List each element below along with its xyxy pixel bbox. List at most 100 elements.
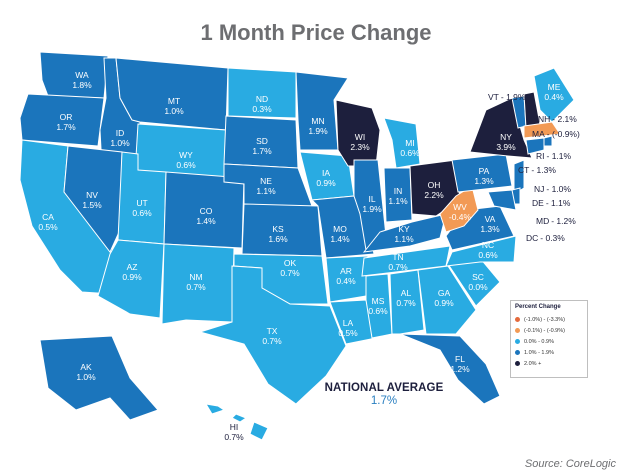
state-value: 1.5% <box>82 200 102 210</box>
state-label-ky: KY 1.1% <box>394 224 413 244</box>
state-value: - 0.3% <box>540 233 565 243</box>
state-value: 0.6% <box>368 306 388 316</box>
state-value: 0.7% <box>224 432 244 442</box>
state-label-nh: NH - 2.1% <box>538 114 577 124</box>
legend-row: 1.0% - 1.9% <box>515 347 583 358</box>
state-ny <box>469 97 533 159</box>
state-tx <box>198 265 347 405</box>
state-label-tn: TN 0.7% <box>388 252 407 272</box>
state-md <box>487 189 517 211</box>
state-abbr: NY <box>500 132 512 142</box>
state-abbr: NV <box>86 190 98 200</box>
state-hi <box>231 413 248 423</box>
state-abbr: CA <box>42 212 54 222</box>
state-abbr: FL <box>455 354 465 364</box>
state-abbr: NE <box>260 176 272 186</box>
state-label-ia: IA 0.9% <box>316 168 335 188</box>
state-abbr: OR <box>59 112 73 122</box>
state-value: 1.4% <box>196 216 216 226</box>
state-value: 0.7% <box>396 298 416 308</box>
state-value: 0.7% <box>262 336 282 346</box>
state-value: 1.1% <box>388 196 408 206</box>
state-abbr: OH <box>427 180 441 190</box>
state-in <box>383 167 413 223</box>
state-label-ut: UT 0.6% <box>132 198 151 218</box>
state-label-wy: WY 0.6% <box>176 150 195 170</box>
state-value: 0.3% <box>252 104 272 114</box>
legend-label: 1.0% - 1.9% <box>524 349 554 356</box>
state-abbr: NC <box>481 240 495 250</box>
state-label-ne: NE 1.1% <box>256 176 275 196</box>
state-label-co: CO 1.4% <box>196 206 215 226</box>
state-abbr: ND <box>255 94 269 104</box>
legend-swatch <box>515 339 520 344</box>
state-abbr: DE <box>532 198 544 208</box>
state-value: 1.6% <box>268 234 288 244</box>
state-label-id: ID 1.0% <box>110 128 129 148</box>
state-abbr: MN <box>311 116 325 126</box>
state-ct <box>525 137 545 155</box>
state-abbr: SC <box>472 272 484 282</box>
state-value: 1.0% <box>164 106 184 116</box>
state-value: 1.4% <box>330 234 350 244</box>
state-pa <box>451 153 513 193</box>
state-value: 0.7% <box>186 282 206 292</box>
state-abbr: MT <box>167 96 181 106</box>
state-abbr: WY <box>179 150 193 160</box>
state-label-nc: NC 0.6% <box>478 240 497 260</box>
state-abbr: IN <box>393 186 403 196</box>
legend-label: (-0.1%) - (-0.9%) <box>524 327 565 334</box>
state-value: 0.5% <box>38 222 58 232</box>
state-label-ma: MA - (-0.9%) <box>532 129 580 139</box>
state-abbr: MI <box>405 138 415 148</box>
state-abbr: IA <box>321 168 331 178</box>
state-label-nv: NV 1.5% <box>82 190 101 210</box>
state-value: 0.9% <box>316 178 336 188</box>
state-label-ga: GA 0.9% <box>434 288 453 308</box>
state-label-nj: NJ - 1.0% <box>534 184 571 194</box>
state-nv <box>63 145 123 253</box>
state-value: 1.1% <box>394 234 414 244</box>
state-abbr: OK <box>283 258 297 268</box>
state-value: 1.9% <box>362 204 382 214</box>
state-nm <box>161 243 235 325</box>
national-average-heading: NATIONAL AVERAGE <box>324 382 444 394</box>
legend-row: 2.0% + <box>515 358 583 369</box>
legend-row: (-1.0%) - (-3.3%) <box>515 314 583 325</box>
state-label-va: VA 1.3% <box>480 214 499 234</box>
state-ma <box>523 121 561 139</box>
state-value: - 1.9% <box>500 92 526 102</box>
state-abbr: GA <box>437 288 451 298</box>
state-value: 0.9% <box>434 298 454 308</box>
state-abbr: WA <box>75 70 89 80</box>
state-abbr: VA <box>484 214 496 224</box>
legend-swatch <box>515 328 520 333</box>
state-ga <box>417 265 477 335</box>
state-ms <box>365 273 393 339</box>
source-note: Source: CoreLogic <box>524 458 616 470</box>
state-value: 0.7% <box>280 268 300 278</box>
state-label-md: MD - 1.2% <box>536 216 576 226</box>
state-abbr: MD <box>536 216 550 226</box>
state-abbr: NJ <box>534 184 545 194</box>
state-label-la: LA 0.5% <box>338 318 357 338</box>
state-fl <box>399 333 501 405</box>
state-abbr: VT <box>488 92 499 102</box>
state-value: - 1.1% <box>546 151 572 161</box>
state-hi <box>205 403 226 415</box>
state-value: 1.3% <box>480 224 500 234</box>
state-label-mo: MO 1.4% <box>330 224 349 244</box>
state-abbr: UT <box>136 198 148 208</box>
state-abbr: LA <box>342 318 354 328</box>
state-label-ak: AK 1.0% <box>76 362 95 382</box>
state-al <box>389 269 425 335</box>
state-label-ca: CA 0.5% <box>38 212 57 232</box>
state-ak <box>39 335 159 421</box>
state-abbr: TN <box>392 252 404 262</box>
state-value: 1.0% <box>76 372 96 382</box>
state-label-de: DE - 1.1% <box>532 198 570 208</box>
state-abbr: MO <box>333 224 347 234</box>
state-value: 0.9% <box>122 272 142 282</box>
state-value: 1.1% <box>256 186 276 196</box>
